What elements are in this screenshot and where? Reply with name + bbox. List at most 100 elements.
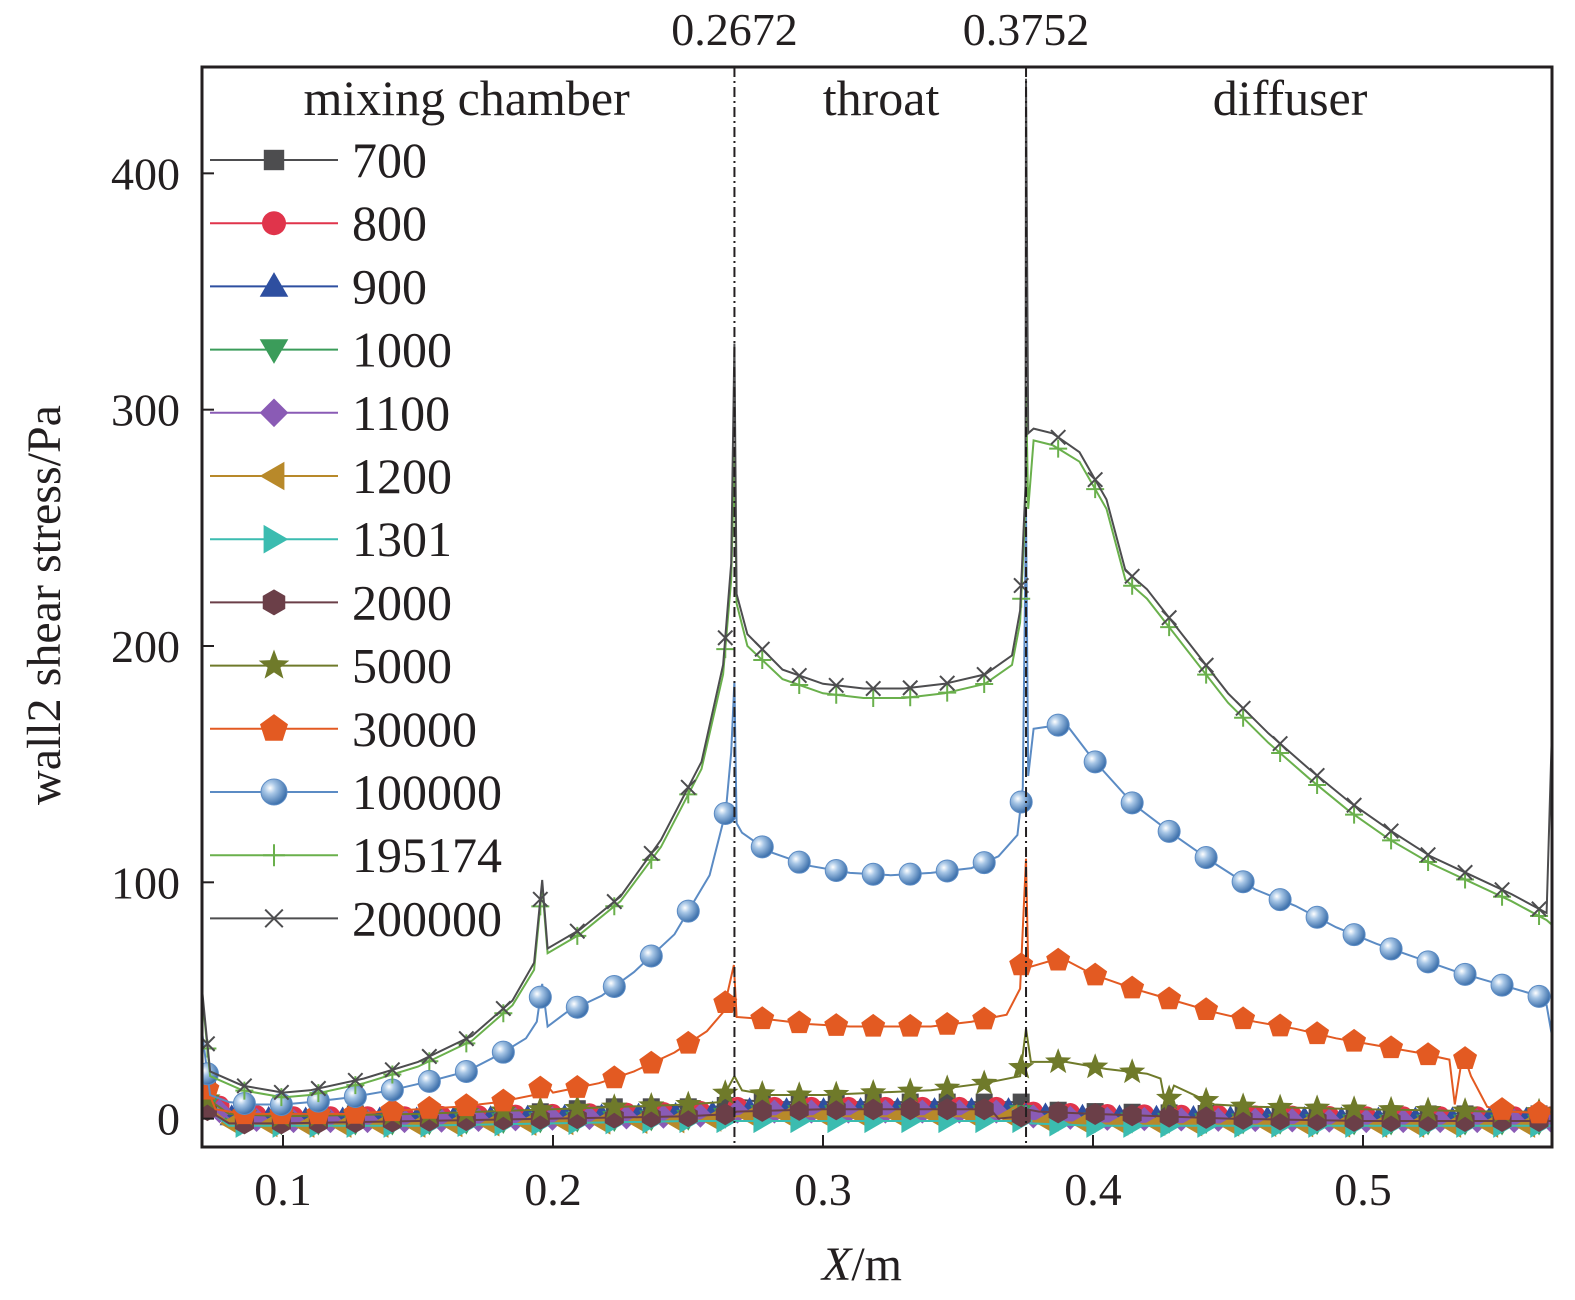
series-point-195174 — [864, 688, 883, 707]
series-point-200000 — [532, 891, 549, 908]
series-point-5000 — [1377, 1095, 1405, 1121]
series-point-30000 — [750, 1006, 775, 1030]
series-point-100000 — [1416, 950, 1440, 974]
series-point-5000 — [1193, 1086, 1220, 1112]
series-point-100000 — [1268, 888, 1292, 912]
series-point-200000 — [643, 845, 660, 862]
series-point-30000 — [417, 1095, 442, 1119]
legend-item-5000: 5000 — [210, 638, 452, 694]
series-point-1200 — [996, 1104, 1018, 1129]
legend-label: 5000 — [352, 638, 452, 694]
series-point-100000 — [972, 851, 996, 875]
series-point-2000 — [937, 1098, 957, 1121]
series-point-100000 — [1083, 750, 1107, 774]
legend-marker-plus — [263, 844, 285, 867]
series-point-195174 — [1197, 665, 1216, 684]
series-point-30000 — [1342, 1028, 1367, 1052]
legend-item-900: 900 — [210, 258, 427, 314]
series-point-195174 — [1160, 618, 1179, 637]
series-point-100000 — [787, 850, 811, 874]
series-point-195174 — [790, 675, 809, 694]
series-point-2000 — [974, 1098, 994, 1121]
legend-item-1301: 1301 — [210, 511, 452, 567]
series-point-100000 — [1379, 937, 1403, 961]
series-point-5000 — [564, 1094, 591, 1120]
series-point-200000 — [1309, 767, 1326, 784]
y-tick-label: 400 — [111, 148, 180, 199]
series-point-200000 — [495, 1000, 512, 1017]
series-point-5000 — [786, 1081, 813, 1107]
x-axis-title-unit: /m — [851, 1238, 902, 1291]
series-point-200000 — [384, 1061, 401, 1078]
series-point-200000 — [1235, 700, 1252, 717]
series-point-30000 — [1194, 997, 1219, 1021]
series-point-30000 — [454, 1093, 479, 1117]
series-point-200000 — [236, 1077, 253, 1094]
legend-marker-diamond — [259, 398, 289, 428]
legend-marker-pentagon — [260, 714, 288, 741]
series-point-200000 — [569, 923, 586, 940]
series-point-200000 — [1531, 901, 1547, 917]
series-point-5000 — [638, 1091, 665, 1117]
series-point-100000 — [1157, 819, 1181, 843]
series-line-200000 — [202, 78, 1552, 1094]
series-point-30000 — [380, 1098, 405, 1122]
series-point-195174 — [1234, 708, 1253, 727]
series-point-100000 — [1009, 790, 1033, 814]
boundary-label-0-2672: 0.2672 — [671, 4, 798, 55]
series-point-195174 — [1123, 576, 1142, 595]
series-point-100000 — [1231, 870, 1255, 894]
tick-layer: 0.1 0.2 0.3 0.4 0.5 0 100 200 300 400 — [111, 148, 1392, 1215]
series-point-195174 — [1271, 744, 1290, 763]
series-point-200000 — [754, 641, 771, 658]
series-point-200000 — [458, 1030, 475, 1047]
region-label-diffuser: diffuser — [1213, 70, 1368, 126]
series-point-200000 — [939, 675, 956, 692]
series-point-5000 — [749, 1080, 776, 1105]
series-point-30000 — [1453, 1046, 1478, 1069]
series-point-195174 — [827, 685, 846, 704]
series-point-195174 — [1382, 831, 1401, 850]
series-point-2000 — [900, 1098, 920, 1121]
series-point-2000 — [1122, 1104, 1142, 1127]
series-point-2000 — [863, 1098, 883, 1121]
series-point-200000 — [976, 666, 993, 683]
series-point-200000 — [791, 667, 808, 684]
series-point-200000 — [1087, 471, 1104, 488]
region-label-throat: throat — [823, 70, 940, 126]
boundary-layer: 0.2672 0.3752 — [671, 4, 1089, 1147]
series-point-30000 — [1083, 962, 1108, 986]
series-point-100000 — [639, 944, 663, 968]
series-point-200000 — [680, 779, 697, 796]
series-point-200000 — [310, 1080, 327, 1097]
series-point-5000 — [1229, 1092, 1257, 1118]
series-point-30000 — [1490, 1097, 1515, 1120]
series-point-30000 — [972, 1006, 997, 1030]
series-point-195174 — [753, 650, 772, 669]
series-point-5000 — [527, 1095, 554, 1121]
series-point-30000 — [639, 1050, 664, 1074]
series-point-30000 — [1379, 1035, 1404, 1059]
legend-item-1000: 1000 — [210, 322, 452, 378]
series-point-195174 — [457, 1034, 476, 1053]
series-point-30000 — [528, 1075, 553, 1099]
series-point-100000 — [454, 1059, 478, 1083]
series-point-30000 — [565, 1075, 590, 1098]
series-point-5000 — [1451, 1097, 1479, 1123]
series-point-200000 — [1420, 846, 1436, 863]
series-point-30000 — [1120, 975, 1145, 999]
plot-frame — [200, 65, 1554, 1149]
series-point-200000 — [1494, 881, 1510, 898]
legend-marker-star — [258, 649, 290, 679]
series-point-100000 — [565, 995, 589, 1019]
series-point-100000 — [824, 858, 848, 882]
legend-marker-circle — [262, 211, 286, 236]
series-point-100000 — [861, 862, 885, 886]
series-point-100000 — [1490, 973, 1514, 997]
legend-label: 1100 — [352, 385, 450, 441]
series-100000 — [202, 508, 1552, 1116]
series-point-5000 — [1156, 1084, 1183, 1110]
series-point-5000 — [823, 1080, 850, 1106]
series-point-5000 — [971, 1069, 998, 1095]
